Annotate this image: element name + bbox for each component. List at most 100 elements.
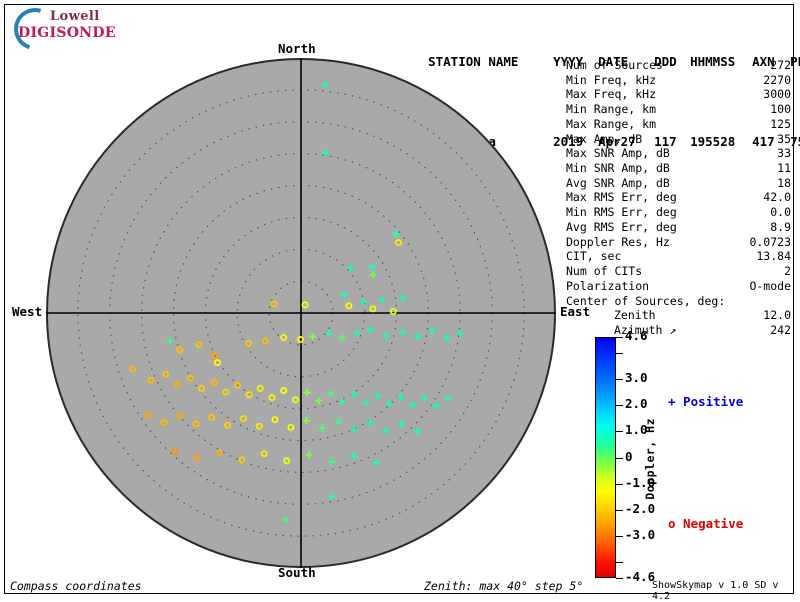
source-point-negative: [192, 420, 200, 428]
stat-value: O-mode: [749, 278, 791, 293]
logo-digisonde-text: DIGISONDE: [18, 25, 116, 41]
source-point-negative: [283, 457, 291, 465]
source-point-negative: [222, 388, 230, 396]
stat-value: 42.0: [763, 190, 791, 205]
source-point-negative: [215, 449, 223, 457]
colorbar-tick: [616, 378, 623, 380]
stat-label: Avg SNR Amp, dB: [566, 175, 670, 190]
source-point-negative: [176, 412, 184, 420]
stat-row: Doppler Res, Hz 0.0723: [566, 235, 791, 250]
direction-label-south: South: [278, 565, 316, 580]
center-of-sources-row: Azimuth ↗ 242: [566, 323, 791, 338]
stat-value: 100: [770, 102, 791, 117]
source-point-positive: [166, 337, 174, 345]
source-point-positive: [346, 264, 355, 272]
center-of-sources-header: Center of Sources, deg:: [566, 293, 726, 308]
stat-label: Num of Sources: [566, 58, 663, 72]
header-yyyy: YYYY: [553, 54, 584, 69]
source-point-positive: [318, 424, 327, 432]
stat-row: Max RMS Err, deg 42.0: [566, 190, 791, 205]
source-point-negative: [271, 416, 279, 424]
stat-value: 272: [770, 58, 791, 72]
window-frame: [4, 4, 794, 594]
header-column-row: STATION NAMEYYYYDATEDDDHHMMSSAXNPPSIGP: [398, 38, 800, 86]
source-point-negative: [195, 341, 203, 349]
source-point-positive: [325, 329, 333, 337]
source-point-positive: [397, 420, 406, 428]
stat-row: Polarization O-mode: [566, 279, 791, 294]
stat-row: Avg RMS Err, deg 8.9: [566, 220, 791, 235]
stat-value: 125: [770, 116, 791, 131]
header-date: DATE: [598, 54, 629, 69]
logo-lowell-text: Lowell: [50, 9, 100, 24]
stat-row: Max Freq, kHz 3000: [566, 87, 791, 102]
stat-label: Min Freq, kHz: [566, 72, 657, 87]
source-point-negative: [260, 450, 268, 458]
colorbar-tick-label: 3.0: [625, 369, 648, 385]
source-point-positive: [321, 149, 330, 157]
colorbar-tick-label: 4.6: [625, 328, 648, 343]
source-point-positive: [432, 402, 440, 410]
cos-label: Azimuth ↗: [614, 322, 677, 337]
source-point-positive: [382, 426, 390, 434]
source-point-positive: [350, 425, 358, 433]
source-point-positive: [392, 230, 400, 238]
legend-positive: + Positive: [668, 394, 744, 409]
stat-value: 13.84: [756, 249, 791, 264]
colorbar-tick: [616, 337, 623, 338]
source-point-negative: [389, 307, 397, 315]
stat-value: 2270: [763, 72, 791, 87]
source-point-positive: [397, 393, 405, 401]
source-point-negative: [198, 384, 206, 392]
source-point-positive: [399, 294, 407, 302]
value-date: Apr27: [598, 134, 636, 149]
header-axn: AXN: [752, 54, 775, 69]
value-pps: 75: [790, 134, 800, 149]
source-point-negative: [270, 300, 278, 308]
source-point-negative: [186, 374, 194, 382]
source-point-positive: [409, 401, 417, 409]
stat-value: 3000: [763, 87, 791, 102]
source-point-negative: [213, 358, 221, 366]
source-point-positive: [303, 417, 311, 425]
footer-version: ShowSkymap v 1.0 SD v 4.2: [652, 580, 779, 602]
stat-row: Max Range, km 125: [566, 117, 791, 132]
source-point-positive: [369, 271, 377, 279]
source-point-positive: [328, 493, 336, 501]
header-hhmmss: HHMMSS: [690, 54, 736, 69]
footer-zenith-scale: Zenith: max 40° step 5°: [424, 579, 584, 593]
source-point-positive: [428, 326, 436, 334]
stat-label: Min Range, km: [566, 102, 657, 117]
source-point-negative: [245, 391, 253, 399]
header-pps: PPS: [790, 54, 800, 69]
source-point-positive: [414, 332, 422, 341]
source-point-negative: [171, 448, 179, 456]
source-point-negative: [239, 415, 247, 423]
source-point-negative: [280, 387, 288, 395]
footer-coordinates: Compass coordinates: [10, 579, 142, 593]
stat-value: 33: [777, 146, 791, 161]
colorbar-tick-label: 2.0: [625, 396, 648, 412]
legend-negative: o Negative: [668, 516, 744, 531]
source-point-negative: [233, 381, 241, 389]
stat-row: Max SNR Amp, dB 33: [566, 146, 791, 161]
source-point-positive: [350, 452, 358, 460]
source-point-negative: [144, 411, 152, 419]
source-point-negative: [268, 394, 276, 402]
header-ddd: DDD: [654, 54, 677, 69]
source-point-negative: [287, 423, 295, 431]
stat-value: 0.0723: [749, 234, 791, 249]
colorbar-tick: [616, 483, 623, 485]
colorbar-tick-label: -2.0: [625, 500, 656, 516]
doppler-colorbar: [595, 337, 616, 578]
source-point-negative: [147, 376, 155, 384]
source-point-negative: [296, 336, 304, 344]
source-point-positive: [420, 394, 429, 402]
stat-value: 0.0: [770, 205, 791, 220]
stat-value: 18: [777, 175, 791, 190]
colorbar-tick-label: -1.0: [625, 474, 656, 490]
source-point-positive: [303, 388, 311, 397]
source-point-positive: [399, 328, 407, 336]
source-point-positive: [309, 332, 317, 341]
source-point-negative: [345, 302, 353, 310]
